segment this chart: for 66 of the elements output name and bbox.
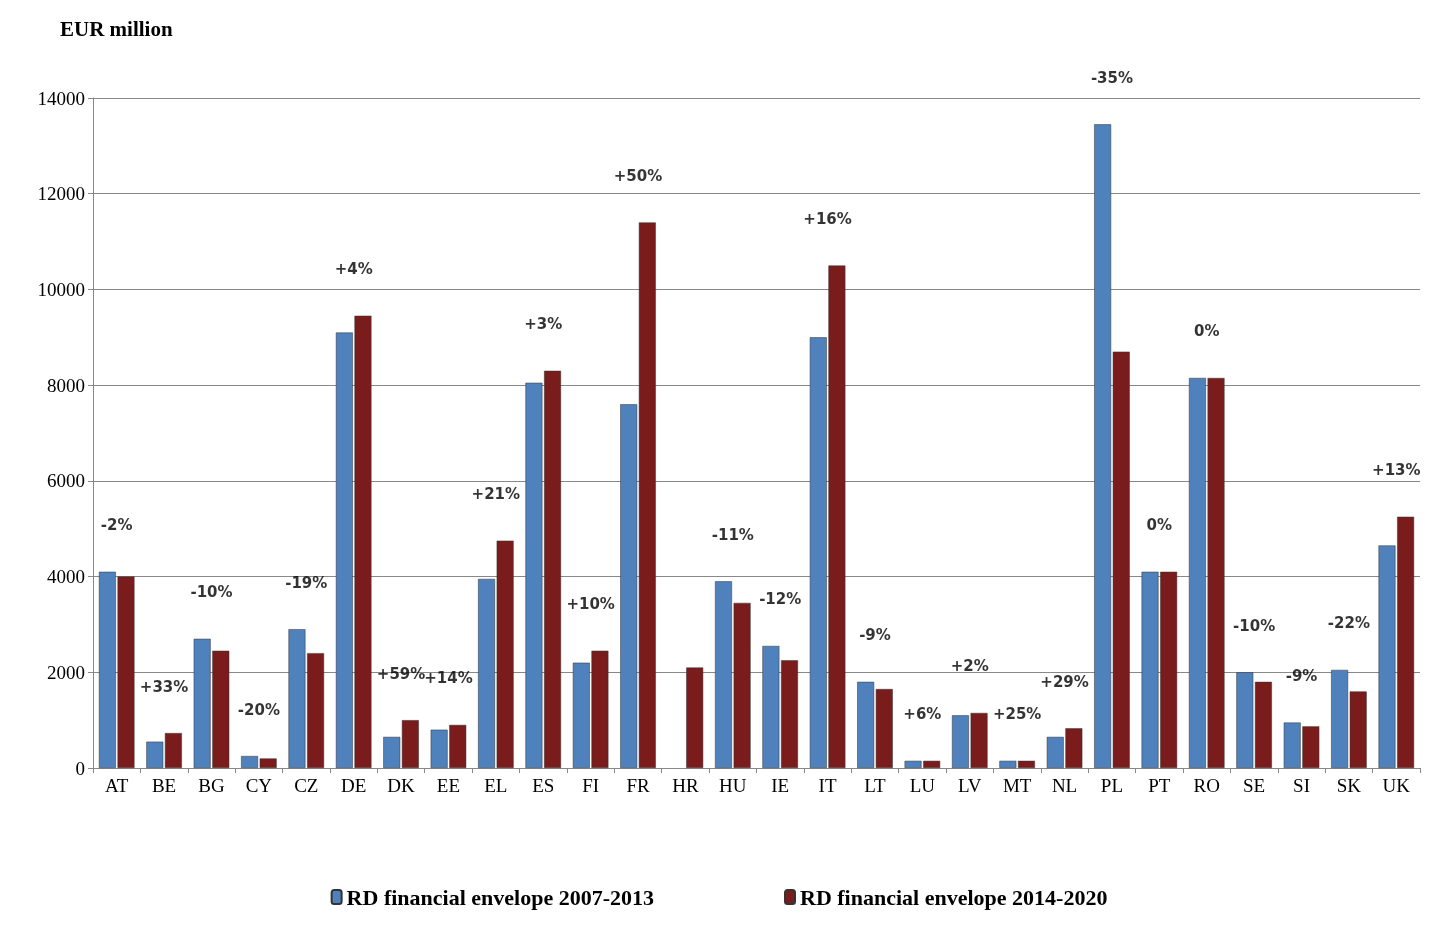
annotation: -9% bbox=[1285, 667, 1318, 686]
legend-label: RD financial envelope 2014-2020 bbox=[800, 884, 1108, 910]
y-tick-label: 12000 bbox=[37, 183, 85, 205]
y-tick-label: 6000 bbox=[47, 470, 85, 492]
annotation: +6% bbox=[903, 705, 942, 724]
x-tick-label: LU bbox=[909, 775, 936, 796]
annotation: -11% bbox=[711, 525, 754, 544]
x-tick-label: IE bbox=[771, 775, 790, 796]
y-tick-label: 2000 bbox=[47, 661, 85, 683]
annotation: -20% bbox=[237, 700, 280, 719]
x-tick-label: SI bbox=[1293, 775, 1310, 796]
annotation: +33% bbox=[139, 677, 189, 696]
x-tick-label: PT bbox=[1148, 775, 1171, 796]
annotation: -10% bbox=[1233, 616, 1276, 635]
text: -35% bbox=[1090, 68, 1134, 87]
x-tick-label: EE bbox=[436, 775, 461, 796]
annotation: +13% bbox=[1372, 461, 1421, 480]
annotation: +10% bbox=[566, 595, 615, 614]
x-tick-label: RO bbox=[1193, 775, 1220, 796]
x-tick-label: EL bbox=[484, 775, 508, 796]
x-tick-label: LT bbox=[864, 775, 887, 796]
legend-label: RD financial envelope 2007-2013 bbox=[346, 884, 655, 910]
x-tick-label: FI bbox=[582, 775, 600, 796]
x-tick-label: HU bbox=[719, 775, 747, 796]
x-tick-label: BE bbox=[151, 775, 177, 796]
annotation: -9% bbox=[859, 626, 891, 645]
annotation: +50% bbox=[613, 166, 663, 185]
y-tick-label: 8000 bbox=[47, 374, 85, 396]
annotation: +3% bbox=[524, 315, 563, 334]
annotation: +29% bbox=[1040, 672, 1089, 691]
x-tick-label: FR bbox=[626, 775, 650, 796]
annotation: -10% bbox=[190, 583, 233, 602]
annotation: +4% bbox=[334, 260, 373, 279]
annotation: +2% bbox=[950, 657, 989, 676]
x-tick-label: NL bbox=[1051, 775, 1078, 796]
x-tick-label: IT bbox=[818, 775, 837, 796]
x-tick-label: UK bbox=[1382, 775, 1411, 796]
y-tick-label: 4000 bbox=[47, 566, 85, 588]
x-tick-label: CY bbox=[245, 775, 273, 796]
x-tick-label: BG bbox=[198, 775, 225, 796]
y-tick-label: 0 bbox=[75, 757, 85, 779]
annotation: +16% bbox=[803, 210, 852, 228]
bar bbox=[686, 667, 704, 768]
x-tick-label: SE bbox=[1243, 775, 1266, 796]
annotation: -2% bbox=[100, 516, 133, 535]
annotation: -22% bbox=[1327, 614, 1370, 633]
x-tick-label: PL bbox=[1100, 775, 1124, 796]
x-tick-label: HR bbox=[672, 775, 699, 796]
y-tick-label: 10000 bbox=[37, 278, 85, 300]
annotation: -19% bbox=[285, 573, 328, 592]
x-tick-label: CZ bbox=[294, 775, 319, 796]
annotation: 0% bbox=[1146, 516, 1173, 535]
y-tick-label: 14000 bbox=[37, 87, 85, 109]
annotation: +14% bbox=[424, 669, 473, 688]
x-tick-label: DK bbox=[387, 775, 416, 796]
annotation: +25% bbox=[992, 705, 1042, 724]
x-tick-label: ES bbox=[532, 775, 555, 796]
y-axis-title: EUR million bbox=[60, 16, 173, 41]
annotation: 0% bbox=[1194, 322, 1220, 341]
annotation: -12% bbox=[759, 590, 802, 609]
x-tick-label: LV bbox=[957, 775, 982, 796]
x-tick-label: DE bbox=[341, 775, 367, 796]
x-tick-label: AT bbox=[105, 775, 129, 796]
x-tick-label: MT bbox=[1002, 775, 1032, 796]
annotation: +21% bbox=[471, 485, 521, 504]
x-tick-label: SK bbox=[1336, 775, 1362, 796]
